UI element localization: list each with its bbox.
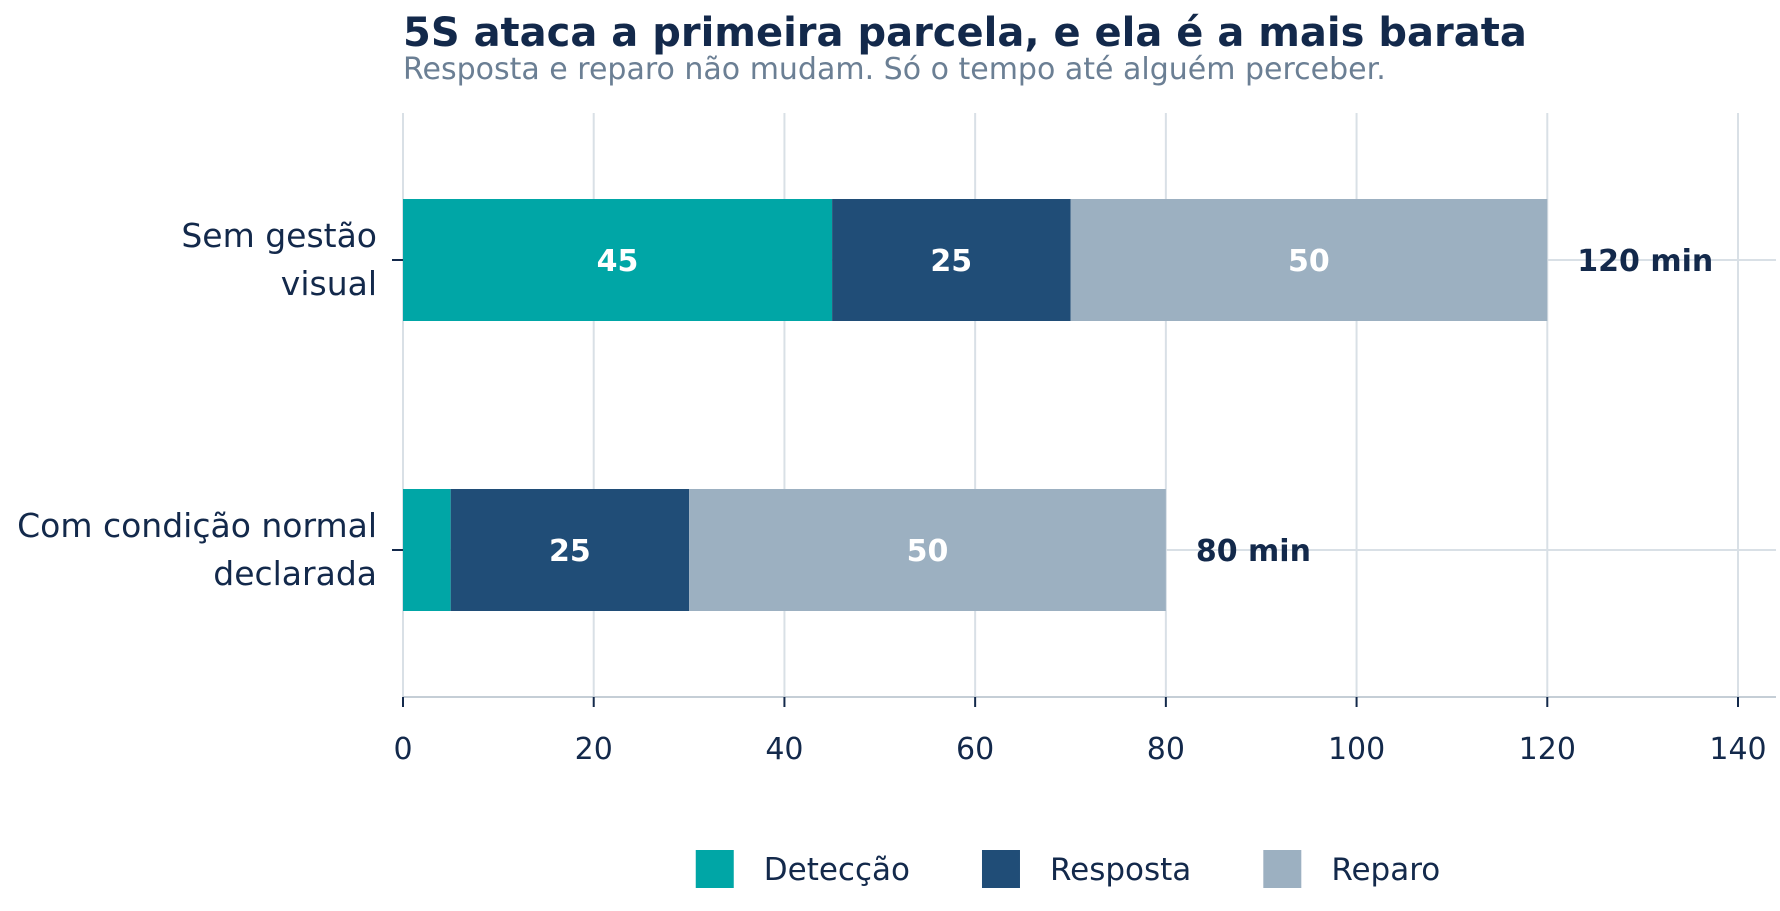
bar-value-label: 45 (597, 244, 639, 279)
y-axis: Sem gestão visual Com condição normal decla… (17, 216, 403, 593)
legend-swatch (695, 850, 734, 888)
x-tick-label: 40 (765, 732, 803, 767)
x-tick-label: 80 (1147, 732, 1185, 767)
category-label: Sem gestão (181, 216, 377, 255)
bar-value-label: 50 (1288, 244, 1330, 279)
legend-label: Detecção (764, 852, 910, 888)
bar-segment (689, 489, 1166, 611)
x-axis: 0 20 40 60 80 100 120 140 (393, 696, 1776, 767)
legend-swatch (1263, 850, 1302, 888)
x-tick-label: 140 (1709, 732, 1766, 767)
bar-labels: 45 25 50 120 min 25 50 80 min (549, 244, 1713, 569)
chart-subtitle: Resposta e reparo não mudam. Só o tempo … (403, 52, 1386, 87)
bar-segment (1070, 199, 1548, 321)
legend: Detecção Resposta Reparo (695, 850, 1440, 888)
bar-total-label: 120 min (1577, 244, 1713, 279)
bar-total-label: 80 min (1196, 534, 1311, 569)
bars (403, 199, 1548, 611)
x-tick-label: 0 (393, 732, 412, 767)
legend-label: Reparo (1331, 852, 1440, 888)
bar-value-label: 25 (549, 534, 591, 569)
bar-segment (403, 199, 833, 321)
bar-value-label: 25 (930, 244, 972, 279)
x-tick-label: 100 (1328, 732, 1385, 767)
x-tick-label: 20 (575, 732, 613, 767)
legend-swatch (981, 850, 1020, 888)
bar-segment (450, 489, 690, 611)
category-label: Com condição normal (17, 506, 377, 545)
bar-value-label: 50 (907, 534, 949, 569)
chart-title: 5S ataca a primeira parcela, e ela é a m… (403, 10, 1527, 56)
category-label: declarada (213, 554, 377, 593)
bar-segment (403, 489, 451, 611)
x-tick-label: 120 (1519, 732, 1576, 767)
x-tick-label: 60 (956, 732, 994, 767)
legend-label: Resposta (1050, 852, 1191, 888)
bar-segment (832, 199, 1071, 321)
category-label: visual (281, 264, 377, 303)
